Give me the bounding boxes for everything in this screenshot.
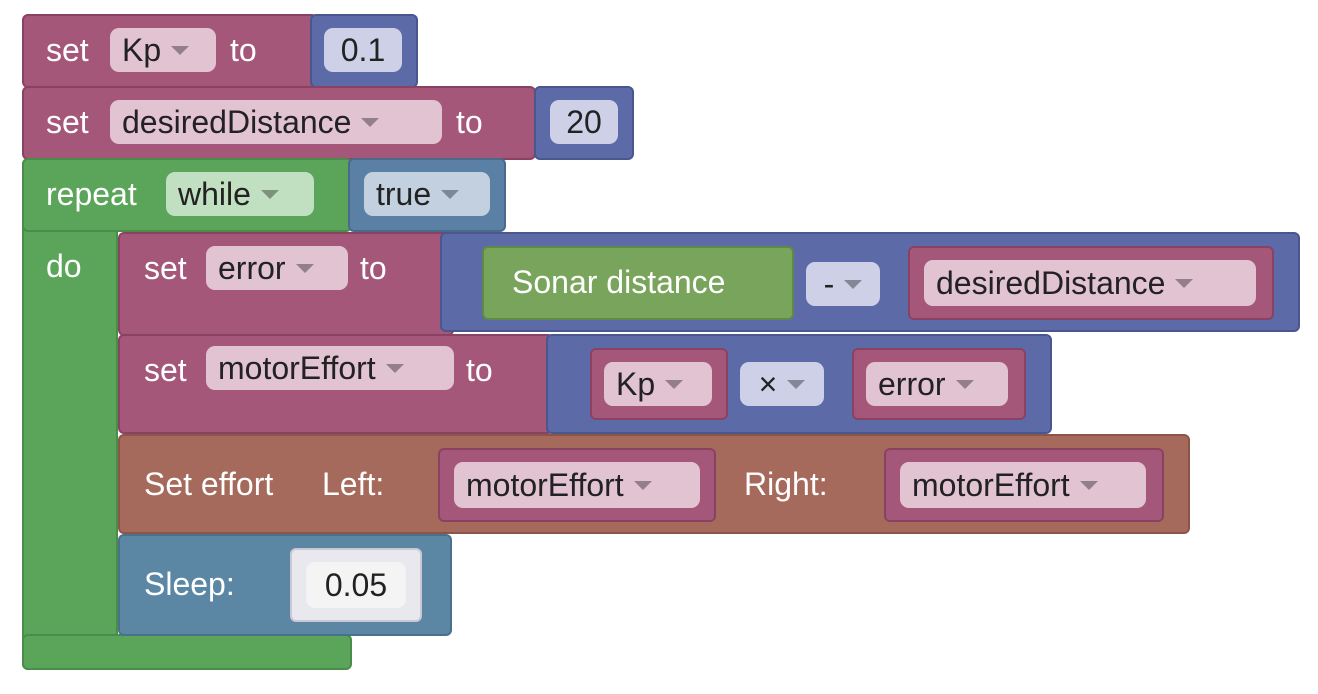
motor-effort-variable-dropdown[interactable]: motorEffort	[206, 346, 454, 390]
repeat-mode-label: while	[178, 176, 251, 212]
set-motor-to-label: to	[466, 352, 493, 388]
chevron-down-icon	[1175, 278, 1194, 288]
left-motor-effort-dropdown[interactable]: motorEffort	[454, 462, 700, 508]
kp-getter-dropdown[interactable]: Kp	[604, 362, 712, 406]
set-effort-label: Set effort	[144, 466, 274, 502]
set-motor-keyword: set	[144, 352, 187, 388]
chevron-down-icon	[441, 189, 460, 199]
left-label: Left:	[322, 466, 385, 502]
subtract-operator-dropdown[interactable]: -	[806, 262, 880, 306]
chevron-down-icon	[633, 480, 652, 490]
chevron-down-icon	[844, 279, 863, 289]
motor-effort-variable-label: motorEffort	[218, 350, 376, 386]
left-motor-effort-label: motorEffort	[466, 467, 624, 503]
chevron-down-icon	[955, 379, 974, 389]
right-motor-effort-dropdown[interactable]: motorEffort	[900, 462, 1146, 508]
set-error-to-label: to	[360, 250, 387, 286]
kp-variable-dropdown[interactable]: Kp	[110, 28, 216, 72]
desired-distance-getter-dropdown[interactable]: desiredDistance	[924, 260, 1256, 306]
chevron-down-icon	[295, 263, 314, 273]
multiply-operator-label: ×	[758, 366, 778, 402]
do-label: do	[46, 248, 82, 284]
set-desired-to-label: to	[456, 104, 483, 140]
right-label: Right:	[744, 466, 828, 502]
error-getter-dropdown[interactable]: error	[866, 362, 1008, 406]
chevron-down-icon	[171, 45, 190, 55]
set-desired-keyword: set	[46, 104, 89, 140]
error-variable-dropdown[interactable]: error	[206, 246, 348, 290]
sonar-distance-label: Sonar distance	[512, 264, 726, 300]
desired-number-field[interactable]: 20	[550, 100, 618, 144]
chevron-down-icon	[361, 117, 380, 127]
sonar-distance-block[interactable]	[482, 246, 794, 320]
set-error-keyword: set	[144, 250, 187, 286]
repeat-mode-dropdown[interactable]: while	[166, 172, 314, 216]
repeat-while-block[interactable]	[22, 158, 118, 670]
error-variable-label: error	[218, 250, 286, 286]
true-dropdown[interactable]: true	[364, 172, 490, 216]
chevron-down-icon	[787, 379, 806, 389]
desired-distance-variable-label: desiredDistance	[122, 104, 352, 140]
desired-distance-getter-label: desiredDistance	[936, 265, 1166, 301]
kp-getter-label: Kp	[616, 366, 656, 402]
chevron-down-icon	[1079, 480, 1098, 490]
kp-variable-label: Kp	[122, 32, 162, 68]
repeat-keyword: repeat	[46, 176, 137, 212]
kp-number-field[interactable]: 0.1	[324, 28, 402, 72]
right-motor-effort-label: motorEffort	[912, 467, 1070, 503]
chevron-down-icon	[260, 189, 279, 199]
repeat-footer	[22, 634, 352, 670]
sleep-number-field[interactable]: 0.05	[306, 562, 406, 608]
set-kp-to-label: to	[230, 32, 257, 68]
chevron-down-icon	[385, 363, 404, 373]
desired-distance-variable-dropdown[interactable]: desiredDistance	[110, 100, 442, 144]
sleep-label: Sleep:	[144, 566, 235, 602]
error-getter-label: error	[878, 366, 946, 402]
multiply-operator-dropdown[interactable]: ×	[740, 362, 824, 406]
set-kp-keyword: set	[46, 32, 89, 68]
true-label: true	[376, 176, 432, 212]
chevron-down-icon	[665, 379, 684, 389]
subtract-operator-label: -	[823, 266, 835, 302]
